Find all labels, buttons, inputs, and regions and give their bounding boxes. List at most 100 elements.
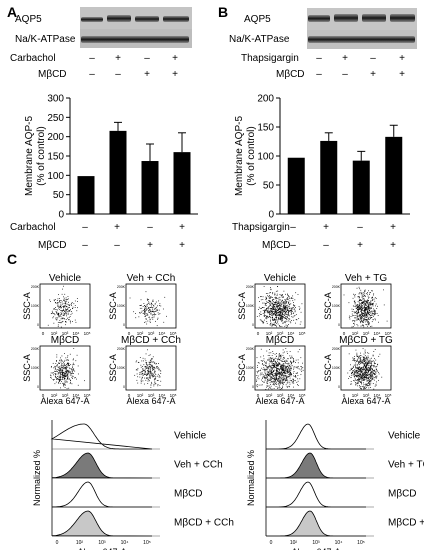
event-dot (148, 316, 150, 318)
event-dot (355, 365, 356, 367)
event-dot (300, 374, 302, 376)
event-dot (146, 378, 148, 379)
event-dot (146, 305, 148, 307)
event-dot (146, 365, 148, 367)
event-dot (280, 372, 282, 374)
event-dot (258, 370, 260, 372)
event-dot (368, 387, 370, 389)
event-dot (364, 364, 365, 366)
event-dot (298, 309, 300, 310)
event-dot (60, 368, 62, 370)
event-dot (66, 379, 68, 380)
treatment-table-top-a: Carbachol – + – + MβCD – – + + (10, 53, 178, 80)
event-dot (360, 368, 362, 370)
event-dot (277, 320, 279, 322)
event-dot (369, 308, 371, 310)
event-dot (286, 326, 288, 328)
event-dot (291, 373, 292, 375)
bar (173, 152, 191, 214)
event-dot (360, 352, 361, 354)
event-dot (276, 297, 278, 299)
event-dot (361, 311, 363, 313)
event-dot (284, 365, 286, 367)
event-dot (55, 376, 56, 378)
event-dot (270, 376, 272, 378)
event-dot (386, 320, 388, 322)
event-dot (258, 306, 260, 308)
event-dot (375, 303, 377, 305)
event-dot (280, 319, 282, 320)
y-axis-title: SSC-A (237, 292, 247, 320)
event-dot (67, 356, 68, 358)
event-dot (285, 316, 287, 318)
event-dot (58, 302, 60, 303)
event-dot (361, 367, 363, 369)
event-dot (278, 380, 280, 382)
event-dot (276, 374, 278, 376)
treatment-label: Carbachol (10, 53, 56, 64)
event-dot (367, 375, 369, 377)
event-dot (363, 366, 365, 368)
event-dot (263, 302, 265, 304)
event-dot (265, 369, 267, 370)
event-dot (68, 311, 70, 312)
event-dot (358, 377, 359, 379)
event-dot (269, 378, 271, 380)
event-dot (147, 380, 149, 382)
event-dot (355, 383, 357, 385)
event-dot (66, 371, 67, 373)
event-dot (63, 308, 64, 310)
event-dot (276, 358, 278, 360)
event-dot (74, 319, 76, 321)
event-dot (56, 311, 58, 313)
event-dot (282, 313, 284, 315)
scatter-title: Vehicle (264, 273, 297, 284)
event-dot (266, 317, 268, 319)
event-dot (278, 317, 279, 318)
event-dot (64, 353, 65, 355)
event-dot (277, 311, 279, 313)
event-dot (70, 314, 72, 316)
event-dot (280, 304, 282, 306)
event-dot (284, 369, 286, 371)
event-dot (280, 357, 282, 359)
event-dot (371, 375, 372, 377)
event-dot (60, 361, 62, 363)
event-dot (361, 308, 363, 310)
event-dot (270, 374, 271, 376)
event-dot (357, 385, 359, 387)
event-dot (268, 375, 270, 377)
event-dot (373, 302, 374, 304)
event-dot (367, 364, 369, 366)
event-dot (273, 359, 275, 361)
treatment-sign: – (89, 69, 95, 80)
event-dot (62, 367, 64, 369)
event-dot (71, 303, 73, 304)
event-dot (360, 314, 361, 316)
event-dot (280, 313, 282, 315)
event-dot (355, 362, 357, 364)
event-dot (256, 384, 258, 385)
event-dot (150, 307, 151, 308)
event-dot (261, 307, 263, 308)
event-dot (373, 366, 375, 367)
event-dot (142, 380, 144, 382)
event-dot (274, 381, 276, 383)
event-dot (148, 311, 150, 313)
event-dot (273, 301, 275, 303)
event-dot (367, 305, 369, 307)
event-dot (58, 375, 60, 377)
event-dot (275, 378, 276, 380)
event-dot (62, 314, 64, 316)
event-dot (286, 308, 288, 310)
event-dot (353, 323, 354, 324)
event-dot (157, 380, 159, 381)
event-dot (293, 386, 294, 388)
event-dot (142, 370, 144, 371)
event-dot (363, 318, 364, 320)
event-dot (150, 313, 152, 314)
event-dot (276, 297, 277, 299)
event-dot (53, 367, 55, 369)
event-dot (275, 379, 277, 381)
event-dot (151, 317, 153, 319)
